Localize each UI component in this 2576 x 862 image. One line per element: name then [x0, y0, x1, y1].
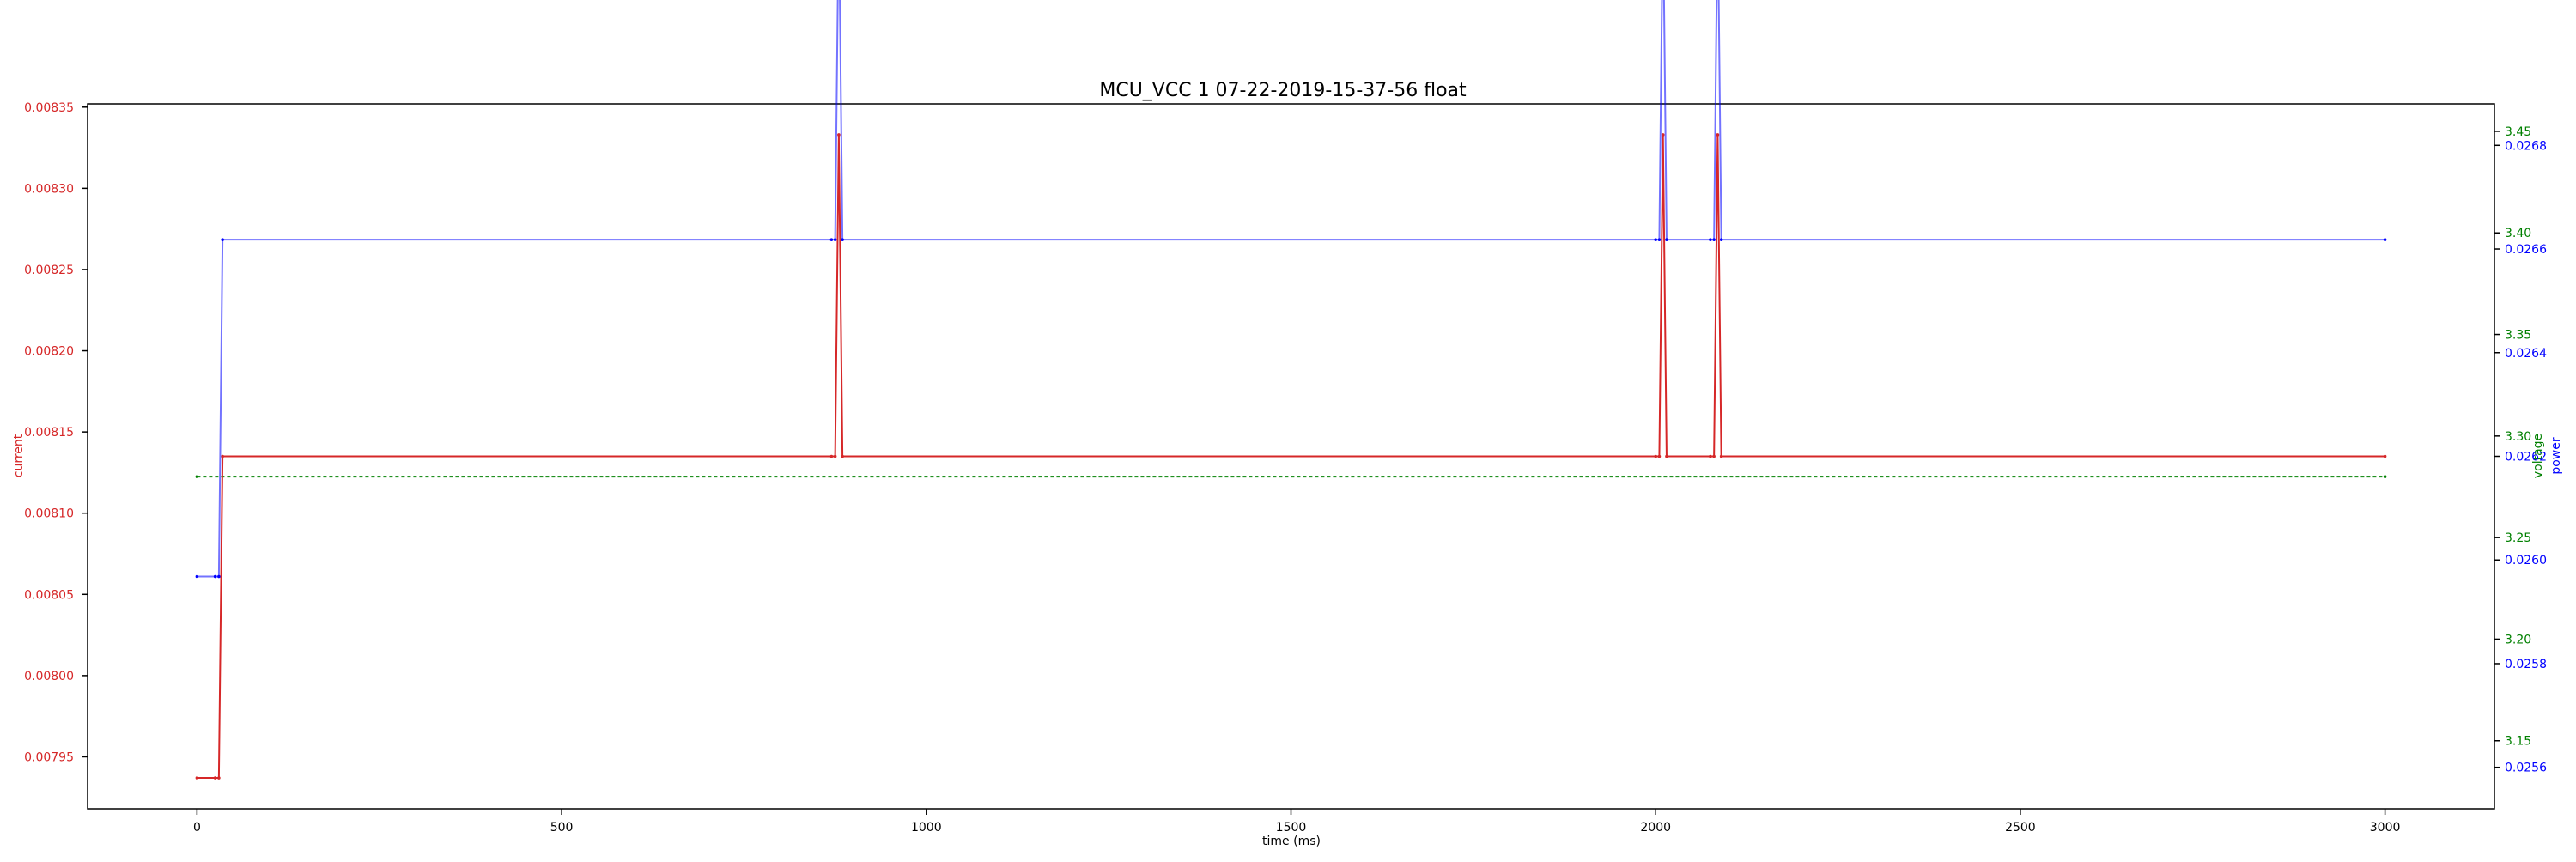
- x-tick-label: 2000: [1640, 821, 1671, 835]
- data-point-current: [833, 454, 837, 458]
- y-tick-label-power: 0.0268: [2505, 139, 2547, 153]
- data-point-current: [1719, 454, 1723, 458]
- series-line-current: [197, 134, 2385, 780]
- y-axis-label-voltage: voltage: [2531, 434, 2545, 478]
- data-point-power: [2383, 238, 2387, 241]
- y-tick-label-current: 0.00830: [24, 182, 74, 196]
- y-tick-label-voltage: 3.15: [2505, 735, 2531, 749]
- data-point-current: [221, 454, 224, 458]
- y-tick-label-power: 0.0256: [2505, 762, 2547, 775]
- y-tick-label-power: 0.0262: [2505, 451, 2547, 464]
- data-point-power: [217, 574, 221, 579]
- data-point-power: [841, 238, 844, 241]
- data-point-current: [841, 454, 844, 458]
- data-point-power: [213, 574, 217, 579]
- y-tick-label-current: 0.00820: [24, 345, 74, 359]
- chart-title: MCU_VCC 1 07-22-2019-15-37-56 float: [1099, 80, 1467, 101]
- data-point-power: [1712, 238, 1716, 241]
- y-tick-label-current: 0.00805: [24, 588, 74, 602]
- y-tick-label-current: 0.00800: [24, 670, 74, 683]
- data-point-power: [1657, 238, 1662, 241]
- data-point-power: [1719, 238, 1723, 241]
- y-tick-label-current: 0.00835: [24, 101, 74, 115]
- data-point-current: [1654, 454, 1657, 458]
- y-tick-label-power: 0.0266: [2505, 243, 2547, 257]
- y-tick-label-voltage: 3.20: [2505, 633, 2531, 646]
- data-point-power: [1665, 238, 1668, 241]
- data-point-power: [829, 238, 834, 241]
- data-point-power: [221, 238, 224, 241]
- x-tick-label: 2500: [2005, 821, 2036, 835]
- y-tick-label-current: 0.00795: [24, 750, 74, 764]
- y-tick-label-voltage: 3.30: [2505, 430, 2531, 444]
- data-point-power: [1654, 238, 1657, 241]
- data-point-voltage: [2383, 475, 2387, 478]
- y-tick-label-voltage: 3.40: [2505, 227, 2531, 240]
- y-tick-label-current: 0.00825: [24, 264, 74, 277]
- y-tick-label-voltage: 3.25: [2505, 531, 2531, 545]
- data-point-current: [1709, 454, 1712, 458]
- data-point-voltage: [195, 475, 199, 478]
- data-point-current: [1716, 133, 1720, 137]
- x-tick-label: 500: [550, 821, 574, 835]
- y-tick-label-power: 0.0264: [2505, 347, 2547, 361]
- y-axis-label-current: current: [12, 434, 26, 477]
- y-tick-label-power: 0.0260: [2505, 554, 2547, 568]
- data-point-power: [1709, 238, 1712, 241]
- y-tick-label-voltage: 3.35: [2505, 329, 2531, 343]
- y-tick-label-current: 0.00815: [24, 426, 74, 440]
- data-point-current: [213, 776, 217, 780]
- data-point-power: [195, 574, 199, 579]
- y-tick-label-power: 0.0258: [2505, 658, 2547, 671]
- x-tick-label: 1500: [1276, 821, 1307, 835]
- data-point-current: [1657, 454, 1662, 458]
- data-point-current: [1665, 454, 1668, 458]
- y-tick-label-current: 0.00810: [24, 507, 74, 521]
- x-tick-label: 0: [193, 821, 201, 835]
- data-point-power: [833, 238, 837, 241]
- x-tick-label: 1000: [911, 821, 942, 835]
- data-point-current: [195, 776, 199, 780]
- data-point-current: [829, 454, 834, 458]
- data-point-current: [2383, 454, 2387, 458]
- y-axis-label-power: power: [2549, 437, 2563, 475]
- data-point-current: [217, 776, 221, 780]
- x-tick-label: 3000: [2370, 821, 2401, 835]
- x-axis-label: time (ms): [1262, 835, 1321, 848]
- data-point-current: [837, 133, 841, 137]
- data-point-current: [1661, 133, 1665, 137]
- y-tick-label-voltage: 3.45: [2505, 125, 2531, 139]
- data-point-current: [1712, 454, 1716, 458]
